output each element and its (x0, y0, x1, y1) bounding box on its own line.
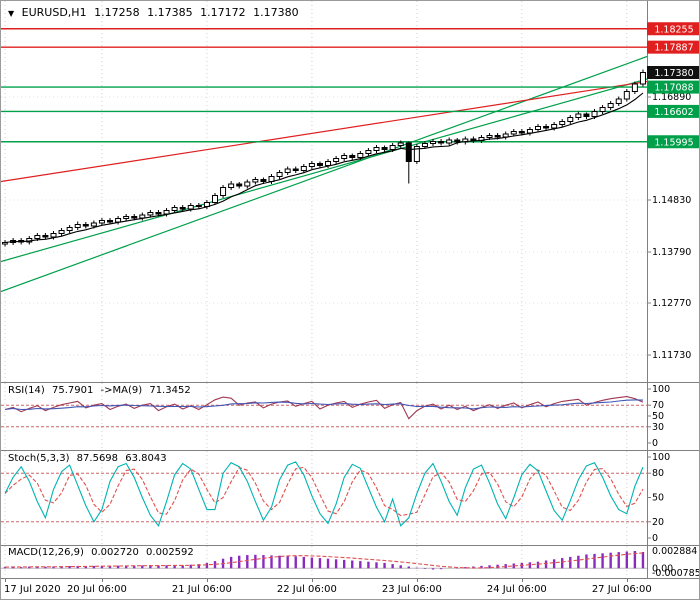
price-badge: 1.17887 (654, 43, 693, 54)
time-axis-tick (206, 579, 208, 582)
price-tick-label: 1.14830 (652, 195, 691, 206)
dropdown-arrow-icon: ▼ (8, 9, 15, 18)
osc-tick-label: 100 (652, 384, 670, 395)
time-axis-tick (416, 579, 418, 582)
time-axis-label: 27 Jul 06:00 (591, 584, 652, 595)
macd-chart-canvas[interactable]: 0.002884 0.00-0.000785 (1, 546, 700, 579)
macd-tick-label: 0.00 (652, 563, 673, 574)
time-axis-label: 23 Jul 06:00 (381, 584, 442, 595)
time-axis[interactable]: 17 Jul 2020 20 Jul 06:00 21 Jul 06:00 22 Ju… (1, 579, 699, 599)
candles (2, 69, 646, 247)
stoch-indicator-name: Stoch(5,3,3) (8, 453, 70, 464)
macd-grid (1, 546, 699, 579)
osc-levels (1, 404, 647, 428)
price-badge: 1.18255 (654, 24, 693, 35)
rsi-ma-value: 71.3452 (149, 385, 191, 396)
time-axis-label: 22 Jul 06:00 (276, 584, 337, 595)
time-axis-tick (101, 579, 103, 582)
stoch-value: 87.5698 (76, 453, 119, 464)
svg-stoch-grid (1, 451, 699, 546)
price-tick-label: 1.16890 (652, 92, 691, 103)
bar-close-value: 1.17380 (253, 6, 299, 19)
osc-tick-label: 100 (652, 452, 670, 463)
time-axis-tick (626, 579, 628, 582)
osc-tick-label: 20 (652, 517, 664, 528)
osc-tick-label: 50 (652, 493, 664, 504)
stoch-signal-value: 63.8043 (125, 453, 167, 464)
time-axis-label: 24 Jul 06:00 (486, 584, 547, 595)
bar-open-value: 1.17258 (94, 6, 140, 19)
osc-tick-labels: 100 80 50 20 0 (647, 452, 670, 544)
stoch-main-line (4, 461, 644, 527)
chart-title: ▼ EURUSD,H1 1.17258 1.17385 1.17172 1.17… (8, 6, 303, 19)
osc-tick-label: 70 (652, 400, 664, 411)
macd-tick-label: 0.002884 (652, 546, 697, 557)
price-badge: 1.16602 (654, 107, 693, 118)
bar-high-value: 1.17385 (147, 6, 193, 19)
stoch-signal-line (4, 466, 644, 517)
price-badges: 1.18255 1.17887 1.17380 1.17088 1.16602 1.159… (647, 22, 699, 149)
osc-levels (1, 472, 647, 523)
level-lines (1, 28, 647, 143)
symbol-timeframe: EURUSD,H1 (21, 6, 87, 19)
rsi-indicator-name: RSI(14) (8, 385, 45, 396)
macd-panel-label: MACD(12,26,9) 0.002720 0.002592 (8, 547, 198, 558)
price-tick-label: 1.13790 (652, 247, 691, 258)
rsi-ma-name: ->MA(9) (100, 385, 143, 396)
osc-tick-label: 80 (652, 468, 664, 479)
osc-tick-label: 0 (652, 533, 658, 544)
main-grid (1, 1, 699, 383)
time-axis-label: 20 Jul 06:00 (66, 584, 127, 595)
price-tick-label: 1.12770 (652, 298, 691, 309)
rsi-line (4, 396, 644, 420)
time-axis-tick (5, 579, 7, 582)
time-axis-tick (521, 579, 523, 582)
rsi-ma-line (4, 399, 644, 411)
rsi-value: 75.7901 (51, 385, 94, 396)
stoch-panel-label: Stoch(5,3,3) 87.5698 63.8043 (8, 453, 171, 464)
moving-average-line (4, 92, 644, 244)
macd-value: 0.002720 (91, 547, 139, 558)
price-badge: 1.15995 (654, 137, 693, 148)
price-badge: 1.17380 (654, 68, 693, 79)
price-tick-label: 1.11730 (652, 350, 691, 361)
macd-tick-labels: 0.002884 0.00-0.000785 (652, 546, 700, 579)
time-axis-tick (311, 579, 313, 582)
osc-tick-label: 30 (652, 422, 664, 433)
osc-tick-label: 0 (652, 438, 658, 449)
price-badge: 1.17088 (654, 83, 693, 94)
macd-signal-value: 0.002592 (146, 547, 194, 558)
price-tick-labels: 1.16890 1.14830 1.13790 1.12770 1.11730 (1, 92, 691, 361)
main-chart-canvas[interactable]: 1.16890 1.14830 1.13790 1.12770 1.11730 1.182… (1, 1, 700, 383)
bar-low-value: 1.17172 (200, 6, 246, 19)
trendlines (1, 55, 648, 293)
macd-signal-line (4, 552, 644, 569)
osc-tick-label: 50 (652, 411, 664, 422)
macd-tick-label: -0.000785 (652, 568, 700, 579)
time-axis-label: 21 Jul 06:00 (171, 584, 232, 595)
svg-rsi-grid (1, 383, 699, 451)
rsi-panel-label: RSI(14) 75.7901 ->MA(9) 71.3452 (8, 385, 195, 396)
time-axis-label: 17 Jul 2020 (4, 584, 61, 595)
macd-indicator-name: MACD(12,26,9) (8, 547, 84, 558)
stoch-chart-canvas[interactable]: 100 80 50 20 0 (1, 451, 700, 546)
